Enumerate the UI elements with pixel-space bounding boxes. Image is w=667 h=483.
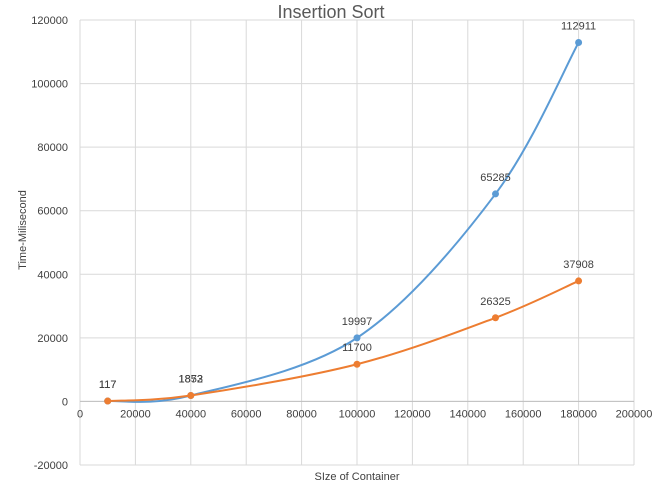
axis-ticks: 0 20000 40000 60000 80000 100000 120000 140000 1… <box>31 15 652 472</box>
x-tick-label: 160000 <box>505 408 542 420</box>
y-tick-label: 60000 <box>37 206 68 218</box>
x-tick-label: 100000 <box>339 408 376 420</box>
data-point <box>492 190 499 198</box>
y-tick-label: 20000 <box>37 333 68 345</box>
data-point <box>353 334 361 342</box>
data-point <box>104 397 112 405</box>
x-tick-label: 140000 <box>449 408 486 420</box>
data-label: 112911 <box>561 21 596 33</box>
y-tick-label: 0 <box>62 396 68 408</box>
data-point <box>353 360 361 368</box>
y-tick-label: 40000 <box>37 269 68 281</box>
x-tick-label: 180000 <box>560 408 597 420</box>
y-tick-label: 120000 <box>31 15 68 27</box>
y-tick-label: 100000 <box>31 79 68 91</box>
x-tick-label: 200000 <box>616 408 653 420</box>
data-point <box>187 391 195 399</box>
x-tick-label: 60000 <box>231 408 262 420</box>
data-label: 1853 <box>179 374 203 386</box>
x-tick-label: 80000 <box>286 408 317 420</box>
y-tick-label: -20000 <box>34 460 68 472</box>
x-tick-label: 0 <box>77 408 83 420</box>
y-tick-label: 80000 <box>37 142 68 154</box>
y-axis-title: Time-Milisecond <box>17 190 29 270</box>
data-point <box>575 39 583 47</box>
data-label: 11700 <box>342 342 372 354</box>
data-point <box>575 277 583 285</box>
data-label: 1872 <box>179 373 203 385</box>
x-tick-label: 40000 <box>176 408 207 420</box>
data-label: 37908 <box>563 259 594 271</box>
series-group <box>104 39 583 405</box>
data-point <box>492 314 499 322</box>
chart-title: Insertion Sort <box>277 2 384 22</box>
data-label: 26325 <box>480 296 511 308</box>
x-axis-title: SIze of Container <box>315 471 400 483</box>
data-label: 19997 <box>342 316 373 328</box>
data-label: 117 <box>99 379 117 391</box>
data-label: 117 <box>99 379 117 391</box>
x-tick-label: 20000 <box>120 408 151 420</box>
x-tick-label: 120000 <box>394 408 431 420</box>
data-label: 65285 <box>480 172 511 184</box>
